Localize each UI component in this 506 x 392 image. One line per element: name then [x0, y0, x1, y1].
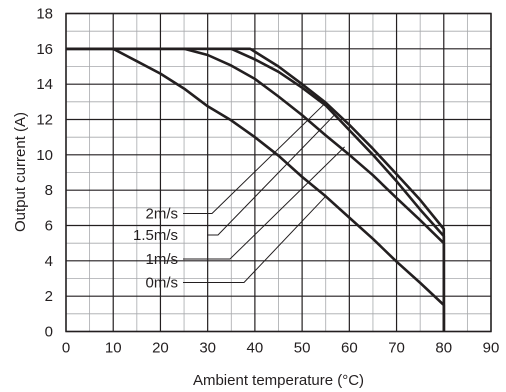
series-line-2m-s	[66, 47, 446, 332]
x-tick-label: 70	[388, 340, 405, 357]
y-tick-label: 16	[36, 41, 53, 58]
x-tick-label: 0	[62, 340, 70, 357]
y-tick-label: 8	[45, 182, 53, 199]
legend-label: 1m/s	[145, 251, 178, 268]
y-tick-label: 10	[36, 147, 53, 164]
legend-label: 1.5m/s	[133, 227, 178, 244]
legend-leader-line	[183, 195, 327, 283]
legend-label: 2m/s	[145, 206, 178, 223]
x-tick-label: 10	[105, 340, 122, 357]
plot-frame	[65, 12, 492, 333]
series-layer	[66, 47, 446, 332]
y-tick-label: 12	[36, 112, 53, 129]
legend-leader-line	[207, 113, 336, 236]
series-line-0m-s	[66, 47, 446, 332]
x-tick-label: 90	[483, 340, 500, 357]
series-line-1-5m-s	[66, 47, 446, 332]
y-tick-label: 6	[45, 218, 53, 235]
y-axis-label: Output current (A)	[12, 112, 29, 232]
series-line-1m-s	[66, 47, 446, 332]
y-tick-label: 14	[36, 76, 53, 93]
x-tick-label: 60	[341, 340, 358, 357]
y-tick-label: 2	[45, 288, 53, 305]
legend-leader-line	[183, 146, 345, 260]
x-tick-label: 40	[247, 340, 264, 357]
y-tick-label: 18	[36, 6, 53, 23]
legend: 2m/s 1.5m/s 1m/s 0m/s	[133, 102, 345, 292]
x-tick-label: 30	[199, 340, 216, 357]
x-tick-label: 20	[152, 340, 169, 357]
x-tick-label: 50	[294, 340, 311, 357]
legend-background	[98, 200, 210, 295]
tick-labels: 0 10 20 30 40 50 60 70 80 90 0 2 4 6 8 10 12 14 16 18	[36, 6, 499, 357]
legend-leader-line	[183, 102, 327, 214]
x-axis-label: Ambient temperature (°C)	[193, 372, 364, 389]
legend-label: 0m/s	[145, 275, 178, 292]
y-tick-label: 4	[45, 253, 53, 270]
y-tick-label: 0	[45, 324, 53, 341]
x-tick-label: 80	[435, 340, 452, 357]
